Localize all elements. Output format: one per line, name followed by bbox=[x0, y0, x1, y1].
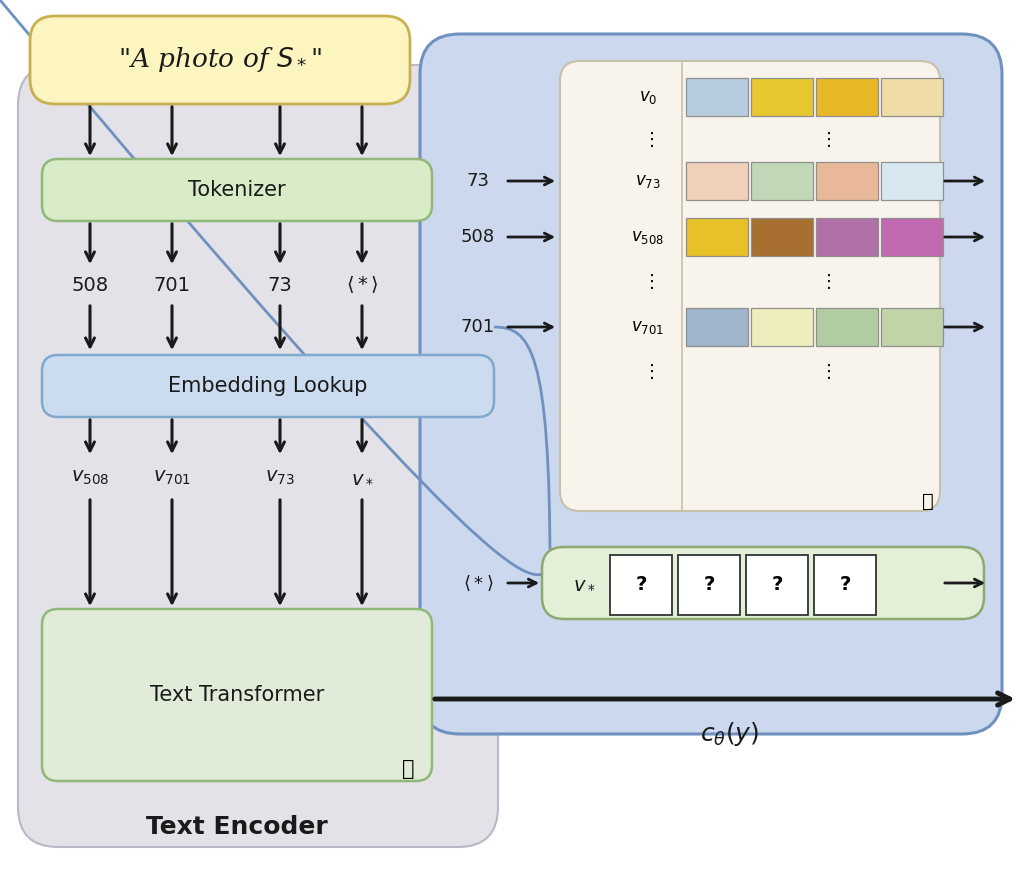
FancyBboxPatch shape bbox=[678, 555, 740, 615]
Text: $v_{508}$: $v_{508}$ bbox=[71, 468, 110, 486]
FancyBboxPatch shape bbox=[814, 555, 876, 615]
FancyBboxPatch shape bbox=[881, 218, 943, 256]
FancyBboxPatch shape bbox=[816, 218, 878, 256]
Text: ?: ? bbox=[840, 575, 851, 595]
Text: $v_0$: $v_0$ bbox=[639, 88, 657, 106]
Text: $v_{701}$: $v_{701}$ bbox=[153, 468, 191, 486]
FancyBboxPatch shape bbox=[18, 65, 498, 847]
Text: $v_{508}$: $v_{508}$ bbox=[632, 228, 665, 246]
Text: Text Encoder: Text Encoder bbox=[146, 815, 328, 839]
FancyBboxPatch shape bbox=[42, 355, 494, 417]
FancyBboxPatch shape bbox=[751, 308, 813, 346]
Text: $\vdots$: $\vdots$ bbox=[642, 271, 654, 291]
FancyBboxPatch shape bbox=[42, 159, 432, 221]
FancyBboxPatch shape bbox=[420, 34, 1002, 734]
FancyBboxPatch shape bbox=[816, 78, 878, 116]
FancyBboxPatch shape bbox=[751, 78, 813, 116]
Text: $\vdots$: $\vdots$ bbox=[642, 362, 654, 380]
Text: ?: ? bbox=[635, 575, 647, 595]
Text: ?: ? bbox=[703, 575, 715, 595]
Text: 73: 73 bbox=[467, 172, 489, 190]
FancyBboxPatch shape bbox=[686, 308, 748, 346]
FancyBboxPatch shape bbox=[686, 78, 748, 116]
Text: $\langle * \rangle$: $\langle * \rangle$ bbox=[463, 573, 494, 593]
Text: $\vdots$: $\vdots$ bbox=[819, 271, 830, 291]
FancyBboxPatch shape bbox=[881, 78, 943, 116]
Text: $\vdots$: $\vdots$ bbox=[642, 130, 654, 148]
FancyBboxPatch shape bbox=[816, 162, 878, 200]
Text: $v_{73}$: $v_{73}$ bbox=[265, 468, 295, 486]
FancyBboxPatch shape bbox=[30, 16, 410, 104]
FancyBboxPatch shape bbox=[560, 61, 940, 511]
Text: Text Transformer: Text Transformer bbox=[150, 685, 325, 705]
FancyBboxPatch shape bbox=[686, 218, 748, 256]
FancyBboxPatch shape bbox=[751, 218, 813, 256]
Text: $v_{701}$: $v_{701}$ bbox=[632, 318, 665, 336]
Text: $\langle * \rangle$: $\langle * \rangle$ bbox=[345, 275, 379, 295]
Text: "A photo of $\mathit{S}_*$": "A photo of $\mathit{S}_*$" bbox=[118, 45, 322, 74]
FancyBboxPatch shape bbox=[746, 555, 808, 615]
Text: $v_*$: $v_*$ bbox=[350, 468, 374, 486]
Text: 508: 508 bbox=[72, 276, 109, 294]
Text: $v_{73}$: $v_{73}$ bbox=[635, 172, 660, 190]
FancyBboxPatch shape bbox=[42, 609, 432, 781]
FancyBboxPatch shape bbox=[881, 308, 943, 346]
FancyBboxPatch shape bbox=[751, 162, 813, 200]
Text: ?: ? bbox=[771, 575, 782, 595]
FancyBboxPatch shape bbox=[816, 308, 878, 346]
Text: $\vdots$: $\vdots$ bbox=[819, 130, 830, 148]
Text: $v_*$: $v_*$ bbox=[572, 573, 595, 592]
Text: 73: 73 bbox=[267, 276, 293, 294]
Text: $\vdots$: $\vdots$ bbox=[819, 362, 830, 380]
Text: Tokenizer: Tokenizer bbox=[188, 180, 286, 200]
FancyBboxPatch shape bbox=[542, 547, 984, 619]
Text: 508: 508 bbox=[461, 228, 495, 246]
FancyBboxPatch shape bbox=[610, 555, 672, 615]
Text: 🔒: 🔒 bbox=[923, 492, 934, 510]
FancyBboxPatch shape bbox=[881, 162, 943, 200]
Text: 🔒: 🔒 bbox=[401, 759, 415, 779]
Text: 701: 701 bbox=[461, 318, 495, 336]
FancyBboxPatch shape bbox=[686, 162, 748, 200]
Text: $c_{\theta}(y)$: $c_{\theta}(y)$ bbox=[700, 720, 760, 748]
Text: 701: 701 bbox=[154, 276, 190, 294]
Text: Embedding Lookup: Embedding Lookup bbox=[168, 376, 368, 396]
